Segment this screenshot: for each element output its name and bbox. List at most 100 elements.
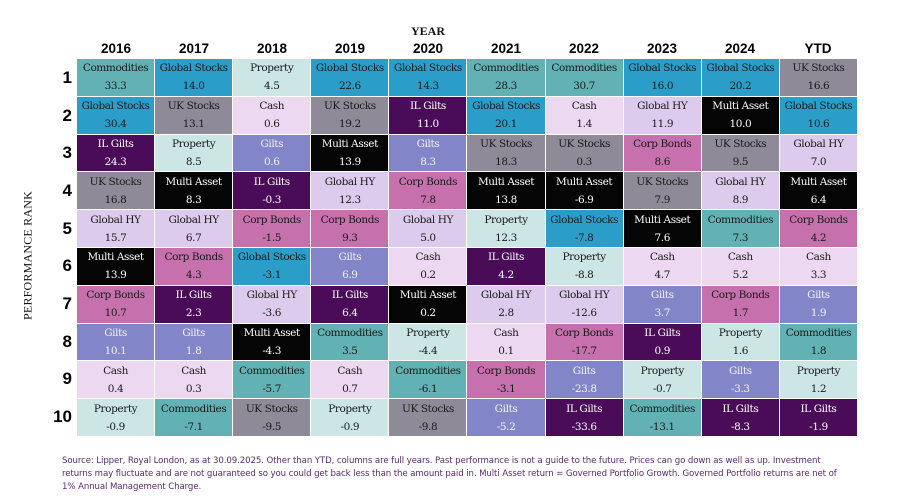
return-value: 19.2 xyxy=(338,118,361,131)
table-cell: Corp Bonds -1.5 xyxy=(233,210,311,247)
return-value: 6.9 xyxy=(342,269,358,282)
asset-name: Gilts xyxy=(572,364,596,377)
table-cell: Corp Bonds -3.1 xyxy=(467,361,545,399)
asset-name: Corp Bonds xyxy=(554,326,614,339)
column-header-2017: 2017 xyxy=(178,41,210,56)
return-value: 16.6 xyxy=(807,80,830,93)
column-header-2018: 2018 xyxy=(256,41,288,56)
asset-name: Global HY xyxy=(637,100,688,113)
asset-name: Global Stocks xyxy=(472,100,540,113)
table-cell: Property -0.9 xyxy=(311,399,389,436)
column-header-2024: 2024 xyxy=(724,41,756,56)
asset-name: Property xyxy=(328,402,372,415)
return-value: 7.3 xyxy=(732,231,749,244)
asset-name: Corp Bonds xyxy=(320,213,380,226)
table-cell: Cash 0.3 xyxy=(155,361,233,399)
table-cell: Commodities 3.5 xyxy=(311,323,389,361)
table-cell: Global Stocks 14.0 xyxy=(155,59,233,96)
asset-name: Cash xyxy=(571,100,597,113)
table-cell: UK Stocks 18.3 xyxy=(467,134,545,172)
column-header-2020: 2020 xyxy=(412,41,444,56)
asset-name: Global Stocks xyxy=(706,62,775,75)
return-value: -3.1 xyxy=(496,382,516,395)
return-value: 8.6 xyxy=(654,155,670,168)
table-cell: Global HY 5.0 xyxy=(389,210,467,247)
asset-name: Property xyxy=(562,251,606,264)
asset-name: Corp Bonds xyxy=(242,213,302,226)
table-cell: IL Gilts -1.9 xyxy=(779,399,857,436)
return-value: 12.3 xyxy=(495,231,517,244)
performance-table: Commodities 33.3 Global Stocks 14.0 Property… xyxy=(77,59,857,436)
return-value: 4.3 xyxy=(185,269,202,282)
asset-name: Cash xyxy=(337,364,363,377)
return-value: 15.7 xyxy=(104,231,127,244)
return-value: 1.8 xyxy=(185,344,202,357)
asset-name: Gilts xyxy=(416,137,440,150)
table-cell: UK Stocks -9.8 xyxy=(389,399,467,436)
asset-name: UK Stocks xyxy=(558,137,611,150)
return-value: 24.3 xyxy=(104,155,127,168)
table-cell: Cash 1.4 xyxy=(545,96,623,134)
column-header-ytd: YTD xyxy=(804,41,832,56)
table-cell: Corp Bonds 7.8 xyxy=(389,172,467,210)
table-cell: Property 1.2 xyxy=(779,361,857,399)
asset-name: Commodities xyxy=(707,213,774,226)
asset-name: Cash xyxy=(806,251,831,264)
table-cell: Cash 5.2 xyxy=(701,247,779,285)
table-cell: Cash 4.7 xyxy=(623,247,701,285)
return-value: 0.4 xyxy=(107,382,124,395)
column-headers: 2016 2017 2018 2019 2020 2021 2022 2023 2024 YTD xyxy=(77,40,857,58)
rank-label-8: 8 xyxy=(62,331,72,351)
asset-name: IL Gilts xyxy=(97,137,134,150)
table-cell: Corp Bonds 4.3 xyxy=(155,247,233,285)
table-cell: Multi Asset 0.2 xyxy=(389,285,467,323)
return-value: 0.6 xyxy=(263,118,280,131)
table-cell: Property 12.3 xyxy=(467,210,545,247)
return-value: 13.9 xyxy=(338,155,361,168)
table-cell: Global Stocks 22.6 xyxy=(311,59,389,96)
asset-name: UK Stocks xyxy=(636,175,689,188)
rank-label-5: 5 xyxy=(62,218,72,238)
return-value: 18.3 xyxy=(495,155,517,168)
asset-name: Cash xyxy=(259,100,285,113)
return-value: 14.0 xyxy=(182,80,205,93)
asset-name: Gilts xyxy=(104,326,127,339)
table-cell: IL Gilts -0.3 xyxy=(233,172,311,210)
asset-name: Cash xyxy=(727,251,753,264)
table-cell: Global HY 12.3 xyxy=(311,172,389,210)
asset-name: Multi Asset xyxy=(477,175,535,188)
asset-name: Cash xyxy=(649,251,675,264)
return-value: 5.2 xyxy=(732,269,749,282)
return-value: 2.3 xyxy=(185,307,202,320)
table-cell: Property 4.5 xyxy=(233,59,311,96)
return-value: 1.9 xyxy=(810,307,827,320)
asset-name: Commodities xyxy=(629,402,696,415)
table-cell: Property -0.9 xyxy=(77,399,155,436)
asset-name: Commodities xyxy=(317,326,383,339)
asset-name: IL Gilts xyxy=(175,289,212,302)
return-value: 3.5 xyxy=(342,344,358,357)
return-value: 9.3 xyxy=(342,231,358,244)
asset-name: Commodities xyxy=(82,62,149,75)
return-value: -17.7 xyxy=(571,344,597,357)
return-value: 10.1 xyxy=(104,344,127,357)
asset-name: Cash xyxy=(181,364,207,377)
table-cell: IL Gilts -33.6 xyxy=(545,399,623,436)
return-value: 16.0 xyxy=(651,80,674,93)
asset-name: Corp Bonds xyxy=(476,364,536,377)
asset-name: Global Stocks xyxy=(237,251,306,264)
column-header-2016: 2016 xyxy=(100,41,132,56)
table-cell: Corp Bonds 8.6 xyxy=(623,134,701,172)
asset-name: Global HY xyxy=(324,175,376,188)
return-value: 33.3 xyxy=(104,80,127,93)
return-value: 5.0 xyxy=(420,231,436,244)
table-cell: Multi Asset 13.8 xyxy=(467,172,545,210)
return-value: 13.8 xyxy=(495,193,517,206)
table-cell: IL Gilts 11.0 xyxy=(389,96,467,134)
table-cell: Commodities 30.7 xyxy=(545,59,623,96)
asset-name: Multi Asset xyxy=(87,251,144,264)
table-cell: Global HY -3.6 xyxy=(233,285,311,323)
return-value: 0.6 xyxy=(263,155,280,168)
return-value: 8.3 xyxy=(420,155,436,168)
asset-name: IL Gilts xyxy=(800,402,837,415)
